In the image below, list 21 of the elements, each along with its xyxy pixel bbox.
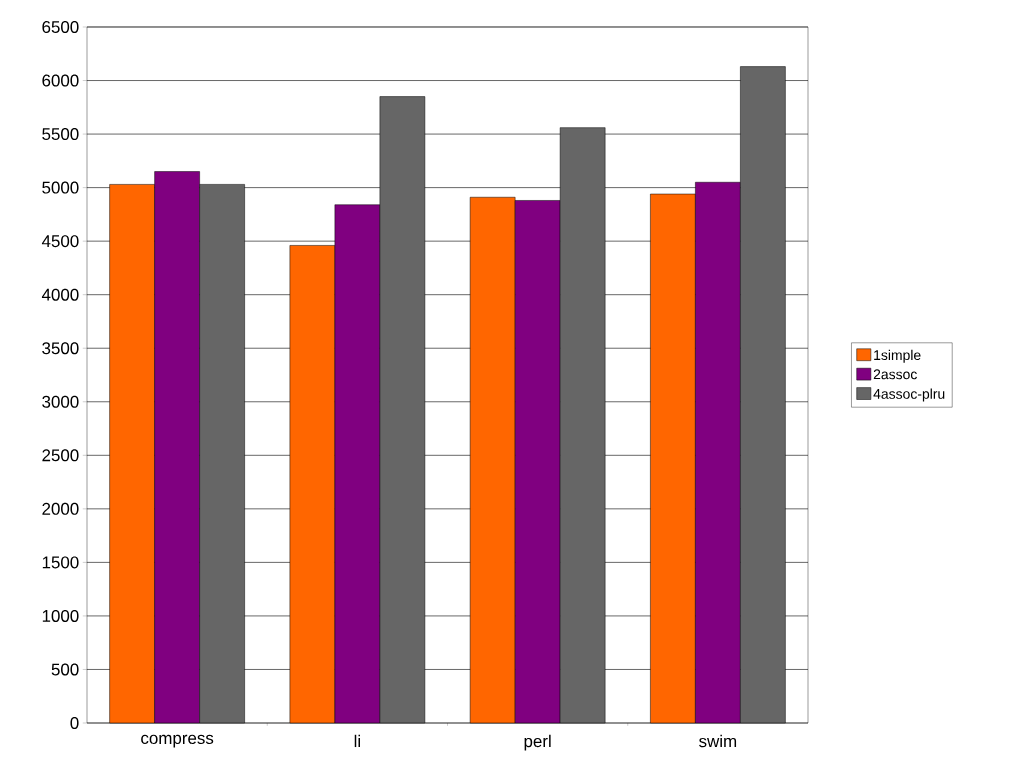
- legend-label: 1simple: [874, 349, 921, 363]
- y-tick-label: 5000: [42, 181, 79, 194]
- y-tick-label: 3000: [42, 395, 79, 408]
- y-tick-label: 5500: [42, 128, 79, 141]
- y-tick-label: 0: [70, 717, 79, 729]
- legend-label: 4assoc-plru: [873, 388, 945, 402]
- y-tick-label: 6500: [42, 20, 79, 33]
- y-tick-label: 6000: [42, 74, 79, 87]
- y-tick-label: 1500: [42, 556, 79, 569]
- y-tick-label: 2500: [42, 449, 79, 462]
- y-tick-label: 1000: [42, 609, 79, 622]
- y-tick-label: 2000: [42, 502, 79, 515]
- y-tick-label: 500: [51, 663, 79, 676]
- x-tick-label: compress: [141, 734, 214, 748]
- y-tick-label: 4000: [41, 288, 79, 301]
- y-tick-label: 3500: [42, 342, 79, 355]
- x-tick-label: li: [354, 734, 360, 748]
- y-tick-label: 4500: [41, 235, 79, 248]
- x-tick-label: swim: [699, 734, 737, 748]
- x-tick-label: perl: [524, 734, 551, 751]
- legend-label: 2assoc: [873, 369, 917, 380]
